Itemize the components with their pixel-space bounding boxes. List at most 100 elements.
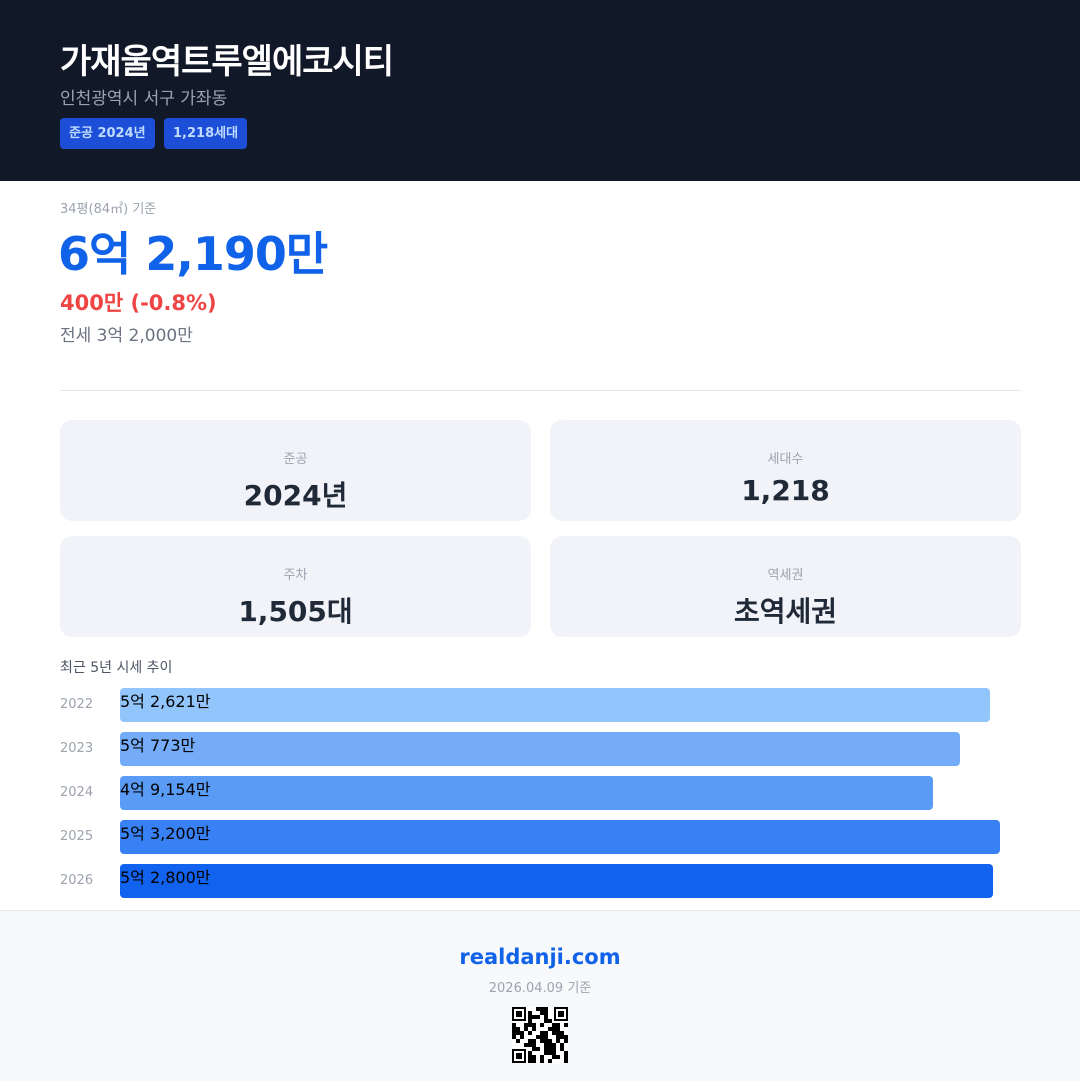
qr-module [564, 1055, 568, 1059]
header [0, 0, 1080, 181]
qr-module [532, 1055, 536, 1059]
qr-module [544, 1007, 548, 1011]
qr-module [528, 1019, 532, 1023]
qr-module [536, 1047, 540, 1051]
qr-module [544, 1043, 548, 1047]
stat-value: 1,218 [741, 474, 830, 507]
value-label: 5억 2,621만 [120, 692, 211, 711]
stat-label: 역세권 [767, 568, 804, 583]
qr-module [532, 1039, 536, 1043]
qr-module [540, 1039, 544, 1043]
qr-module [544, 1011, 548, 1015]
qr-module [552, 1043, 556, 1047]
qr-module [540, 1059, 544, 1063]
qr-module [552, 1047, 556, 1051]
year-label: 2026 [60, 873, 94, 888]
bar: 5억 2,800만 [120, 864, 994, 898]
qr-code [512, 1007, 568, 1063]
qr-module [532, 1023, 536, 1027]
bar: 4억 9,154만 [120, 776, 934, 810]
year-label: 2024 [60, 785, 94, 800]
bar: 5억 773만 [120, 732, 960, 766]
qr-module [564, 1039, 568, 1043]
title: 가재울역트루엘에코시티 [60, 42, 394, 82]
qr-module [536, 1035, 540, 1039]
qr-module [540, 1007, 544, 1011]
qr-module [556, 1055, 560, 1059]
stat-card: 준공 2024년 [60, 420, 531, 521]
qr-module [544, 1015, 548, 1019]
address: 인천광역시 서구 가좌동 [60, 89, 228, 109]
qr-module [516, 1039, 520, 1043]
qr-module [556, 1039, 560, 1043]
stat-value: 1,505대 [238, 595, 353, 628]
qr-module [548, 1039, 552, 1043]
qr-module [532, 1015, 536, 1019]
qr-module [512, 1023, 516, 1027]
qr-module [544, 1039, 548, 1043]
qr-module [556, 1023, 560, 1027]
qr-module [552, 1051, 556, 1055]
qr-module [544, 1031, 548, 1035]
value-label: 4억 9,154만 [120, 780, 211, 799]
qr-module [528, 1015, 532, 1019]
qr-module [552, 1027, 556, 1031]
qr-module [528, 1011, 532, 1015]
qr-module [552, 1031, 556, 1035]
qr-module [544, 1035, 548, 1039]
qr-module [528, 1043, 532, 1047]
qr-module [532, 1059, 536, 1063]
jeonse-price: 전세 3억 2,000만 [60, 326, 193, 346]
qr-module [560, 1035, 564, 1039]
stat-label: 주차 [283, 568, 308, 583]
qr-module [540, 1011, 544, 1015]
qr-module [544, 1019, 548, 1023]
value-label: 5억 773만 [120, 736, 196, 755]
qr-module [556, 1027, 560, 1031]
qr-module [548, 1043, 552, 1047]
qr-module [564, 1059, 568, 1063]
site-link[interactable]: realdanji.com [459, 945, 621, 969]
qr-module [528, 1055, 532, 1059]
qr-module [548, 1059, 552, 1063]
qr-module [548, 1019, 552, 1023]
price-change: 400만 (-0.8%) [60, 291, 217, 315]
stat-value: 2024년 [243, 479, 348, 512]
qr-module [528, 1051, 532, 1055]
qr-module [528, 1031, 532, 1035]
bar: 5억 3,200만 [120, 820, 1000, 854]
year-label: 2023 [60, 741, 94, 756]
price-basis: 34평(84㎡) 기준 [60, 202, 157, 217]
divider [60, 390, 1021, 391]
stat-value: 초역세권 [733, 595, 838, 628]
qr-module [556, 1031, 560, 1035]
qr-module [540, 1035, 544, 1039]
value-label: 5억 3,200만 [120, 824, 211, 843]
qr-module [560, 1031, 564, 1035]
stat-label: 세대수 [767, 452, 804, 467]
qr-module [524, 1027, 528, 1031]
date: 2026.04.09 기준 [488, 981, 592, 996]
badge: 1,218세대 [164, 118, 248, 149]
qr-module [524, 1023, 528, 1027]
qr-module [512, 1031, 516, 1035]
qr-module [520, 1031, 524, 1035]
value-label: 5억 2,800만 [120, 868, 211, 887]
qr-module [536, 1015, 540, 1019]
sale-price: 6억 2,190만 [58, 227, 328, 281]
qr-module [560, 1047, 564, 1051]
chart-title: 최근 5년 시세 추이 [60, 660, 173, 676]
qr-module [524, 1043, 528, 1047]
qr-module [516, 1027, 520, 1031]
qr-module [548, 1047, 552, 1051]
qr-module [564, 1035, 568, 1039]
qr-module [540, 1031, 544, 1035]
qr-module [528, 1059, 532, 1063]
qr-module [520, 1035, 524, 1039]
qr-module [532, 1027, 536, 1031]
qr-module [516, 1053, 522, 1059]
qr-module [536, 1007, 540, 1011]
qr-module [540, 1055, 544, 1059]
qr-module [532, 1047, 536, 1051]
qr-module [560, 1043, 564, 1047]
